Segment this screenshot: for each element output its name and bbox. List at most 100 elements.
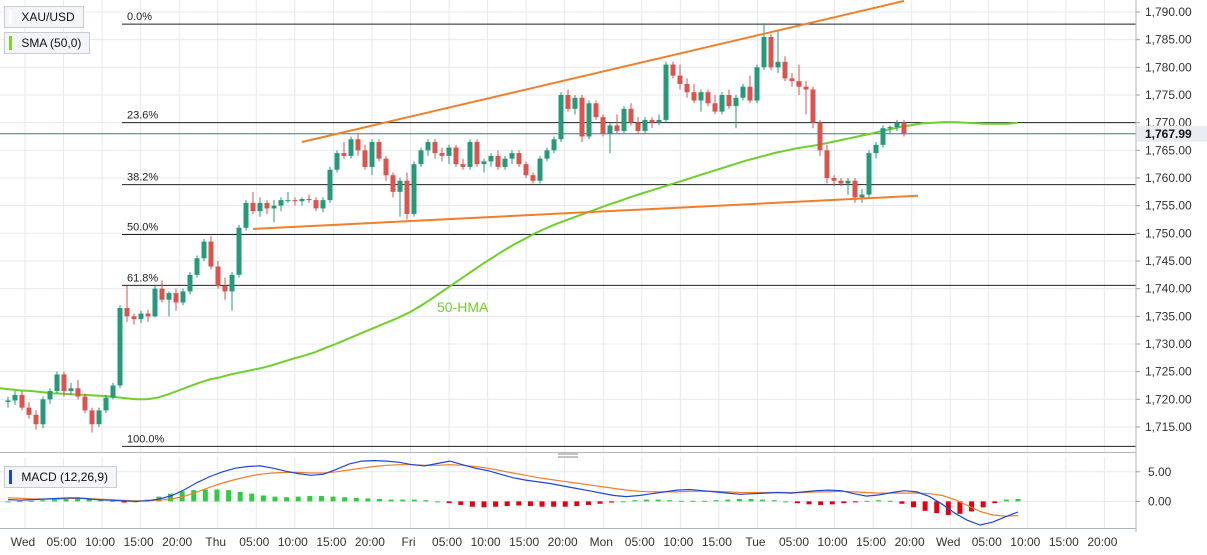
candle-up — [488, 155, 494, 162]
macd-hist-neg — [539, 501, 545, 507]
macd-hist-neg — [121, 501, 127, 503]
candle-up — [411, 164, 417, 214]
macd-hist-neg — [493, 501, 499, 507]
candle-down — [593, 103, 599, 118]
macd-hist-pos — [63, 498, 69, 502]
candle-down — [565, 95, 571, 109]
x-tick-label: 20:00 — [355, 535, 385, 549]
candle-down — [159, 288, 165, 300]
candle-down — [124, 308, 130, 317]
candle-up — [180, 291, 186, 303]
x-tick-label: Tue — [745, 535, 766, 549]
macd-hist-pos — [237, 491, 243, 502]
macd-hist-pos — [51, 499, 57, 502]
macd-hist-pos — [109, 500, 115, 502]
macd-legend[interactable]: MACD (12,26,9) — [4, 466, 118, 488]
macd-hist-neg — [516, 501, 522, 506]
candle-down — [803, 86, 809, 90]
macd-hist-pos — [876, 500, 882, 502]
candle-up — [467, 142, 473, 167]
macd-hist-neg — [806, 501, 812, 505]
macd-legend-label: MACD (12,26,9) — [21, 470, 109, 484]
macd-hist-neg — [818, 501, 824, 505]
x-tick-label: 10:00 — [471, 535, 501, 549]
macd-hist-pos — [86, 498, 92, 502]
macd-hist-pos — [318, 496, 324, 502]
sma-legend[interactable]: SMA (50,0) — [4, 32, 91, 54]
candle-up — [243, 202, 249, 228]
candle-down — [173, 293, 179, 303]
macd-hist-pos — [226, 490, 232, 502]
candle-down — [691, 92, 697, 101]
macd-hist-neg — [551, 501, 557, 507]
candle-down — [817, 122, 823, 151]
symbol-legend[interactable]: XAU/USD — [4, 6, 84, 28]
candle-down — [635, 122, 641, 131]
candle-up — [481, 161, 487, 165]
candle-down — [383, 158, 389, 176]
macd-hist-pos — [342, 497, 348, 502]
macd-hist-neg — [911, 501, 917, 508]
symbol-swatch — [9, 9, 12, 24]
macd-hist-pos — [214, 489, 220, 502]
y-tick-label: 1,760.00 — [1145, 171, 1192, 185]
candle-up — [5, 400, 11, 403]
macd-hist-neg — [969, 501, 975, 512]
candle-down — [579, 97, 585, 137]
x-tick-label: 10:00 — [663, 535, 693, 549]
fib-level-label: 0.0% — [127, 11, 152, 23]
candle-up — [166, 293, 172, 300]
candle-up — [110, 385, 116, 398]
y-tick-label: 1,755.00 — [1145, 199, 1192, 213]
macd-hist-neg — [481, 501, 487, 508]
macd-hist-pos — [632, 500, 638, 502]
candle-down — [292, 200, 298, 202]
macd-hist-neg — [829, 501, 835, 505]
candle-down — [453, 147, 459, 165]
candle-up — [334, 153, 340, 170]
candle-up — [327, 169, 333, 201]
candle-up — [859, 194, 865, 198]
macd-hist-pos — [667, 500, 673, 502]
candle-down — [677, 75, 683, 84]
candle-down — [215, 266, 221, 286]
macd-hist-pos — [620, 501, 626, 503]
sma-line-layer — [0, 121, 1019, 401]
x-tick-label: 15:00 — [702, 535, 732, 549]
macd-hist-pos — [40, 500, 46, 502]
y-tick-label: 1,720.00 — [1145, 392, 1192, 406]
macd-hist-pos — [272, 496, 278, 502]
candle-up — [285, 200, 291, 202]
candle-up — [719, 95, 725, 112]
macd-signal-line — [7, 464, 1019, 517]
candle-up — [418, 150, 424, 165]
macd-hist-pos — [771, 500, 777, 502]
candle-down — [628, 108, 634, 123]
candle-down — [495, 155, 501, 167]
candle-up — [152, 288, 158, 317]
candle-up — [558, 95, 564, 140]
candle-down — [33, 414, 39, 425]
macd-hist-pos — [1015, 499, 1021, 502]
x-tick-label: 20:00 — [548, 535, 578, 549]
candle-up — [621, 108, 627, 131]
y-tick-label: 1,725.00 — [1145, 365, 1192, 379]
macd-hist-pos — [353, 497, 359, 502]
trendline — [301, 0, 905, 144]
macd-hist-pos — [28, 500, 34, 502]
candle-down — [26, 407, 32, 415]
candle-up — [880, 128, 886, 145]
candle-down — [222, 285, 228, 292]
x-tick-label: Wed — [936, 535, 960, 549]
candle-down — [313, 200, 319, 209]
x-tick-label: 20:00 — [162, 535, 192, 549]
candle-up — [775, 61, 781, 68]
candle-down — [376, 142, 382, 159]
macd-hist-pos — [725, 499, 731, 502]
macd-hist-pos — [284, 497, 290, 502]
candle-down — [831, 178, 837, 181]
macd-hist-pos — [678, 500, 684, 502]
macd-hist-pos — [388, 499, 394, 502]
